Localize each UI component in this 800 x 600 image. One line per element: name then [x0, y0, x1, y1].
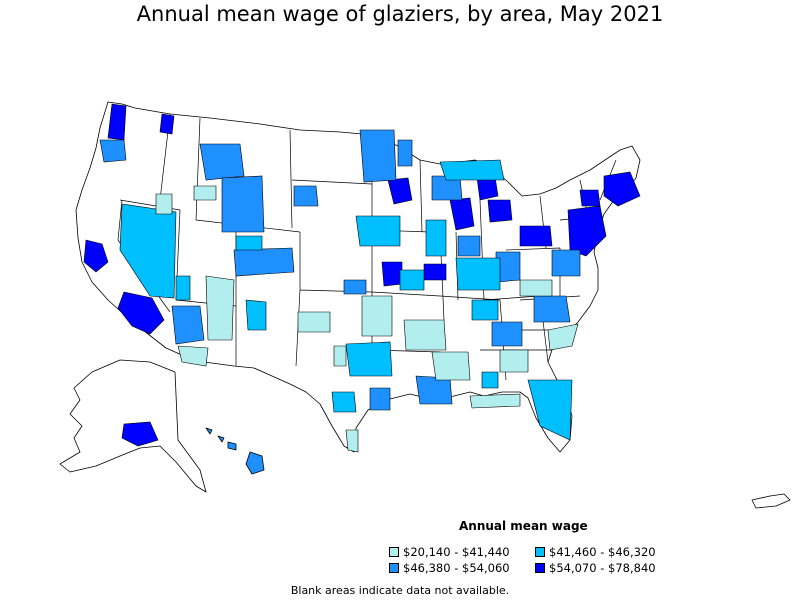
legend-item-3: $46,380 - $54,060: [389, 561, 510, 575]
legend-swatch-4: [535, 563, 545, 573]
tier-3-areas: [99, 129, 581, 411]
legend-swatch-1: [389, 547, 399, 557]
legend-swatch-2: [535, 547, 545, 557]
tier-4-areas: [83, 103, 641, 447]
legend-swatch-3: [389, 563, 399, 573]
map-title: Annual mean wage of glaziers, by area, M…: [136, 2, 664, 26]
puerto-rico-outline: [751, 493, 791, 509]
legend-item-1: $20,140 - $41,440: [389, 545, 510, 559]
hawaii-outline: [205, 427, 265, 475]
legend-label-2: $41,460 - $46,320: [549, 545, 656, 559]
tier-1-areas: [155, 185, 579, 453]
legend-label-4: $54,070 - $78,840: [549, 561, 656, 575]
legend-item-2: $41,460 - $46,320: [535, 545, 656, 559]
wage-areas: [83, 103, 641, 453]
legend-label-3: $46,380 - $54,060: [403, 561, 510, 575]
data-availability-note: Blank areas indicate data not available.: [290, 584, 510, 597]
legend-label-1: $20,140 - $41,440: [403, 545, 510, 559]
legend-item-4: $54,070 - $78,840: [535, 561, 656, 575]
tier-2-areas: [119, 159, 573, 441]
legend-title: Annual mean wage: [459, 519, 588, 533]
